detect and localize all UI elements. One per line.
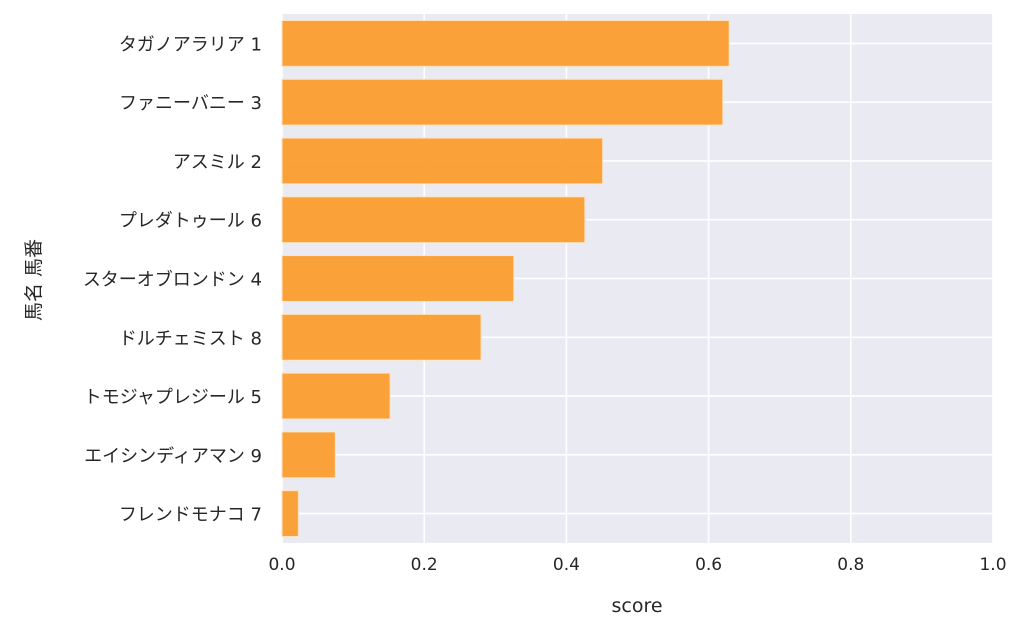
bar (281, 255, 515, 302)
y-tick-label: ファニーバニー 3 (119, 93, 262, 114)
y-tick-labels: タガノアラリア 1 ファニーバニー 3 アスミル 2 プレダトゥール 6 スターオブロン… (83, 34, 262, 525)
bar (281, 19, 730, 67)
y-tick-label: トモジャプレジール 5 (84, 387, 262, 408)
bar (281, 313, 482, 361)
bar (281, 372, 391, 420)
x-tick-label: 0.4 (553, 555, 580, 575)
bar (281, 137, 604, 185)
x-tick-labels: 0.0 0.2 0.4 0.6 0.8 1.0 (268, 555, 1006, 575)
bar (281, 431, 336, 479)
x-tick-label: 0.2 (411, 555, 438, 575)
y-axis-label: 馬名 馬番 (23, 239, 45, 321)
y-tick-label: ドルチェミスト 8 (119, 328, 262, 349)
y-tick-label: アスミル 2 (173, 152, 262, 173)
x-tick-label: 1.0 (979, 555, 1006, 575)
y-tick-label: フレンドモナコ 7 (119, 505, 262, 526)
x-tick-label: 0.0 (268, 555, 295, 575)
bar (281, 78, 724, 126)
x-tick-label: 0.6 (695, 555, 722, 575)
y-tick-label: エイシンディアマン 9 (84, 446, 262, 467)
bars (281, 19, 730, 538)
y-tick-label: スターオブロンドン 4 (83, 269, 262, 291)
x-axis-label: score (611, 595, 662, 617)
y-tick-label: タガノアラリア 1 (119, 34, 262, 55)
bar (281, 490, 299, 538)
x-tick-label: 0.8 (837, 555, 864, 575)
bar (281, 196, 586, 244)
y-tick-label: プレダトゥール 6 (119, 211, 262, 232)
